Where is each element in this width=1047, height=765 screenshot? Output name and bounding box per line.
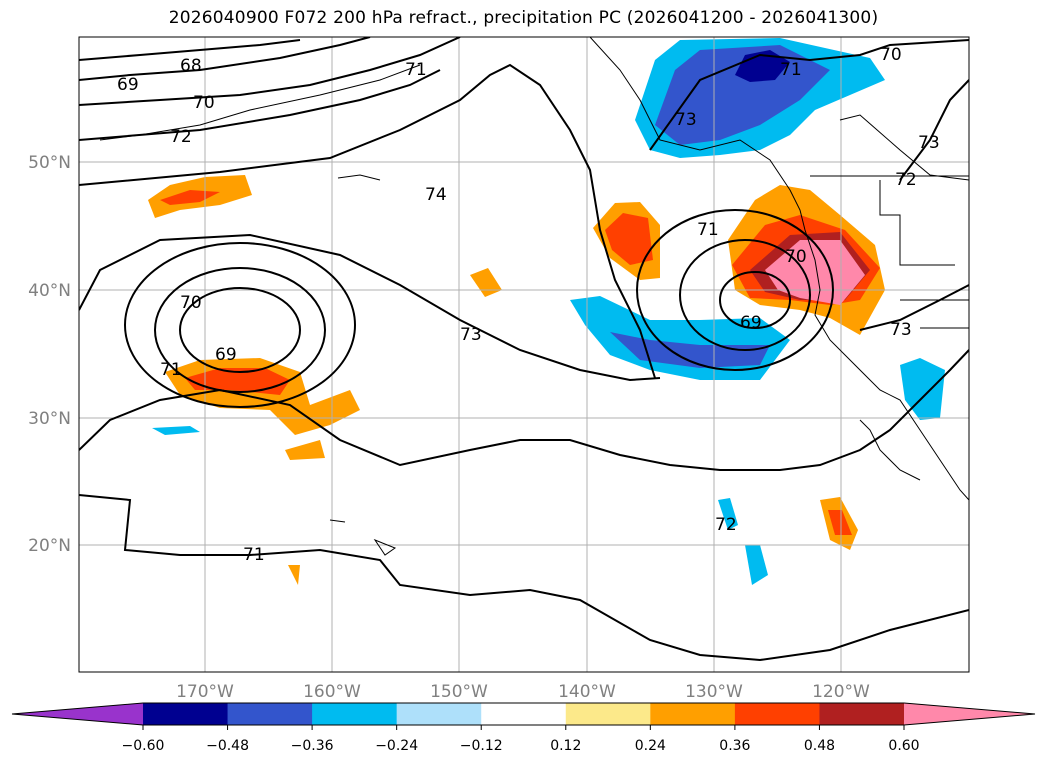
latitude-label: 20°N <box>28 536 71 556</box>
contour-label: 70 <box>180 293 202 313</box>
precip-area-negative <box>718 498 738 530</box>
latitude-label: 30°N <box>28 409 71 429</box>
contour-label: 71 <box>160 360 182 380</box>
contour-label: 70 <box>880 45 902 65</box>
contour-label: 68 <box>180 56 202 76</box>
contour-label: 69 <box>117 75 139 95</box>
precip-area-negative <box>735 50 790 82</box>
colorbar-extend-min <box>12 703 143 725</box>
latitude-label: 50°N <box>28 153 71 173</box>
contour-label: 72 <box>715 515 737 535</box>
contour-label: 73 <box>675 110 697 130</box>
colorbar: −0.60 −0.48 −0.36 −0.24 −0.12 0.12 0.24 0.36 0.4… <box>11 702 1036 754</box>
refractivity-contours <box>79 37 969 662</box>
map-frame <box>78 36 970 673</box>
precip-area-positive <box>285 440 325 460</box>
colorbar-tick-label: 0.60 <box>888 738 919 754</box>
colorbar-segment <box>650 703 736 725</box>
latitude-label: 40°N <box>28 281 71 301</box>
colorbar-extend-max <box>904 703 1035 725</box>
contour-label: 72 <box>895 170 917 190</box>
contour-label: 73 <box>460 325 482 345</box>
contour-label: 71 <box>243 545 265 565</box>
precipitation-shading <box>148 38 945 585</box>
colorbar-tick-label: 0.48 <box>804 738 835 754</box>
precip-area-negative <box>745 545 768 585</box>
contour-label: 69 <box>215 345 237 365</box>
contour-label: 72 <box>170 127 192 147</box>
contour-label: 69 <box>740 313 762 333</box>
colorbar-tick-label: −0.24 <box>375 738 418 754</box>
colorbar-tick-label: −0.48 <box>206 738 249 754</box>
precip-area-negative <box>655 45 830 145</box>
contour-labels: 68 69 70 71 72 73 74 71 70 73 72 69 70 7… <box>117 45 940 565</box>
latitude-labels: 50°N 40°N 30°N 20°N <box>28 153 71 556</box>
contour-label: 71 <box>405 60 427 80</box>
longitude-labels: 170°W 160°W 150°W 140°W 130°W 120°W <box>176 682 870 702</box>
colorbar-segment <box>819 703 905 725</box>
precip-area-negative <box>152 426 200 435</box>
colorbar-tick-label: 0.12 <box>550 738 581 754</box>
contour-label: 70 <box>193 93 215 113</box>
precip-area-positive <box>828 510 852 535</box>
colorbar-segment <box>565 703 651 725</box>
contour-label: 71 <box>697 220 719 240</box>
precip-area-positive <box>288 565 300 585</box>
contour-label: 73 <box>918 133 940 153</box>
precip-area-positive <box>605 213 653 265</box>
longitude-label: 140°W <box>558 682 616 702</box>
longitude-label: 160°W <box>303 682 361 702</box>
colorbar-tick-label: −0.12 <box>460 738 503 754</box>
colorbar-segment <box>396 703 482 725</box>
longitude-label: 120°W <box>812 682 870 702</box>
colorbar-segment <box>312 703 398 725</box>
precip-area-negative <box>900 358 945 420</box>
colorbar-tick-label: 0.36 <box>719 738 750 754</box>
colorbar-tick-label: −0.60 <box>122 738 165 754</box>
map-title: 2026040900 F072 200 hPa refract., precip… <box>168 8 879 28</box>
contour-label: 74 <box>425 185 447 205</box>
longitude-label: 130°W <box>685 682 743 702</box>
precip-area-positive <box>470 268 502 297</box>
longitude-label: 170°W <box>176 682 234 702</box>
colorbar-tick-label: −0.36 <box>291 738 334 754</box>
graticule <box>79 37 969 672</box>
colorbar-segment <box>143 703 229 725</box>
colorbar-segment <box>734 703 820 725</box>
contour-label: 73 <box>890 320 912 340</box>
colorbar-segment <box>227 703 313 725</box>
colorbar-segment <box>481 703 567 725</box>
longitude-label: 150°W <box>430 682 488 702</box>
colorbar-tick-label: 0.24 <box>635 738 666 754</box>
contour-label: 71 <box>780 60 802 80</box>
contour-label: 70 <box>785 247 807 267</box>
